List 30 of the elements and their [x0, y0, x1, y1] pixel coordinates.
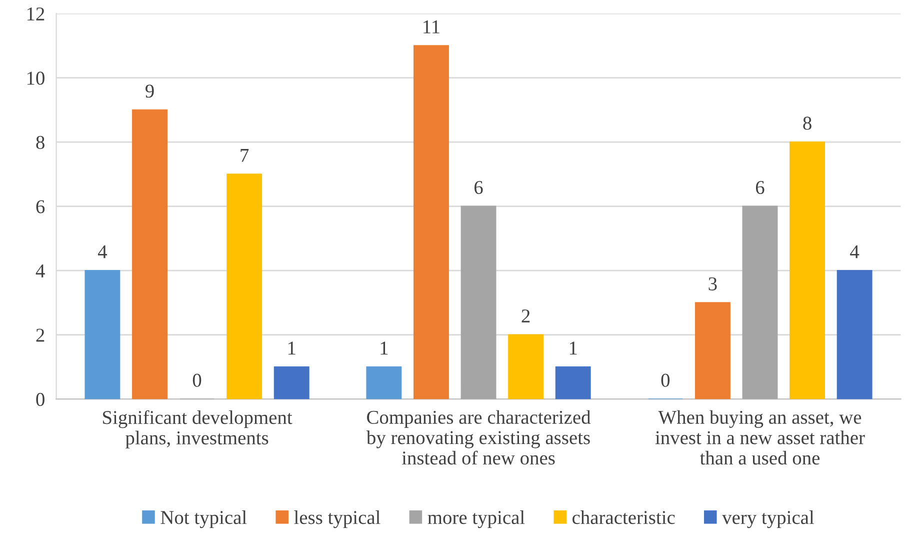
- data-label: 4: [850, 245, 860, 258]
- data-label: 8: [803, 116, 812, 130]
- y-tick-label: 0: [36, 392, 44, 406]
- y-tick-label: 8: [36, 136, 44, 150]
- legend-label: characteristic: [572, 510, 675, 524]
- data-label: 9: [146, 84, 154, 98]
- x-tick-label: When buying an asset, we invest in a new asset rather than a used one: [655, 410, 865, 465]
- y-tick-label: 6: [36, 200, 45, 214]
- data-label: 1: [288, 342, 296, 355]
- legend-label: Not typical: [160, 510, 247, 528]
- legend-label: more typical: [428, 510, 525, 528]
- x-tick-label: Significant development plans, investments: [103, 410, 292, 448]
- data-label: 2: [522, 310, 530, 322]
- y-tick-label: 4: [36, 264, 45, 278]
- data-label: 6: [474, 180, 483, 194]
- x-tick-label: Companies are characterized by renovating existing assets instead of new ones: [366, 410, 591, 465]
- data-label: 0: [661, 374, 670, 387]
- data-label: 3: [708, 277, 717, 290]
- data-label: 1: [380, 342, 388, 355]
- data-label: 11: [424, 20, 440, 34]
- y-tick-label: 2: [36, 328, 44, 342]
- legend-label: very typical: [722, 510, 814, 528]
- data-label: 0: [192, 374, 202, 387]
- y-tick-label: 10: [27, 72, 44, 85]
- data-label: 7: [240, 149, 249, 162]
- data-label: 4: [98, 245, 108, 258]
- y-tick-label: 12: [27, 7, 44, 20]
- legend-label: less typical: [294, 510, 380, 528]
- data-label: 1: [570, 342, 577, 355]
- data-label: 6: [756, 180, 764, 194]
